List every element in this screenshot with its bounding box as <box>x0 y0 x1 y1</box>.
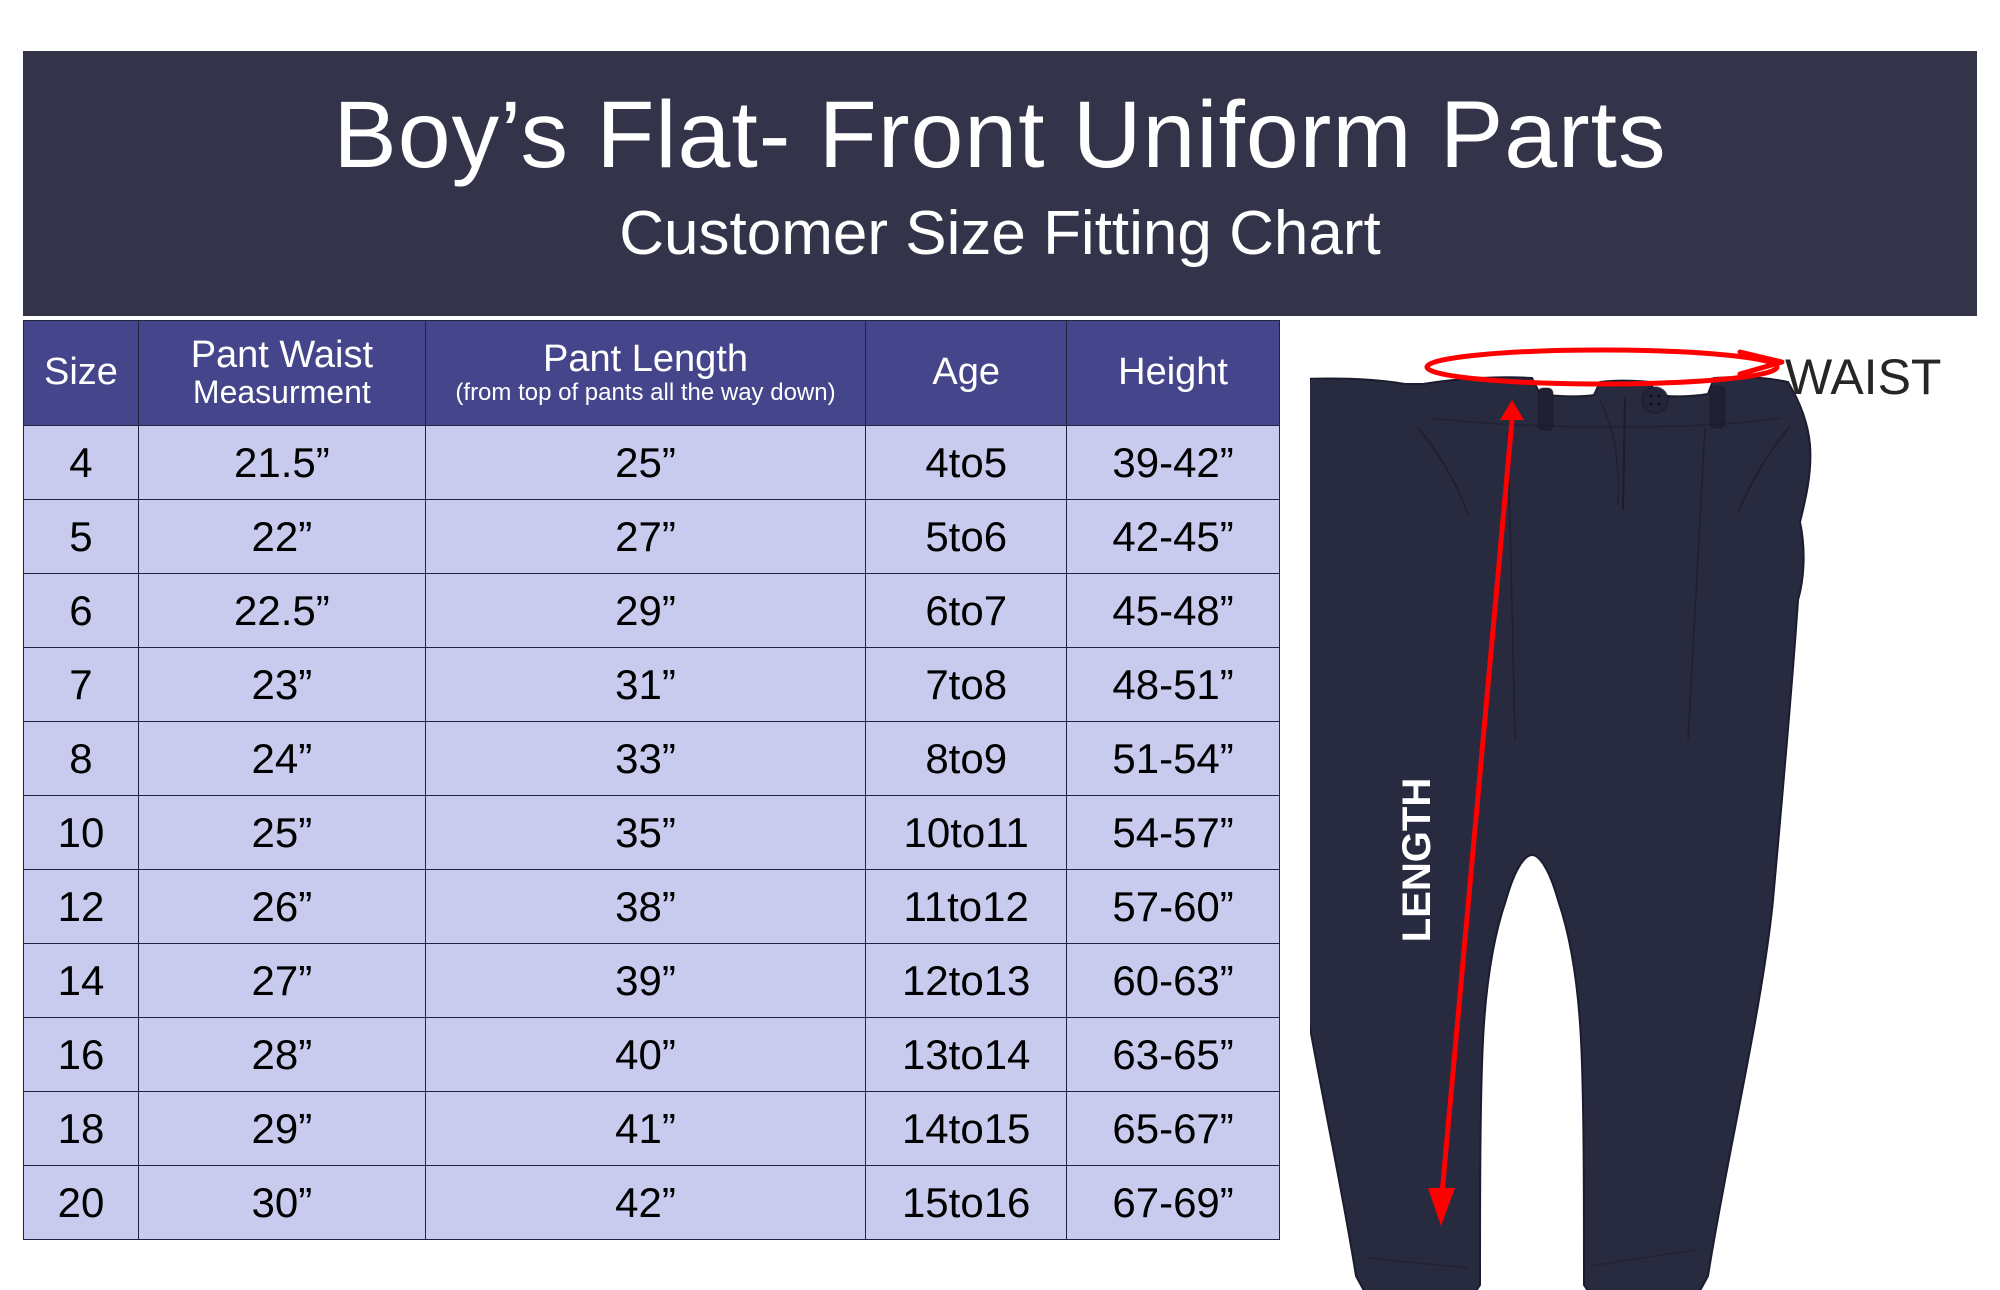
svg-text:WAIST: WAIST <box>1785 349 1941 405</box>
svg-text:LENGTH: LENGTH <box>1395 778 1439 942</box>
